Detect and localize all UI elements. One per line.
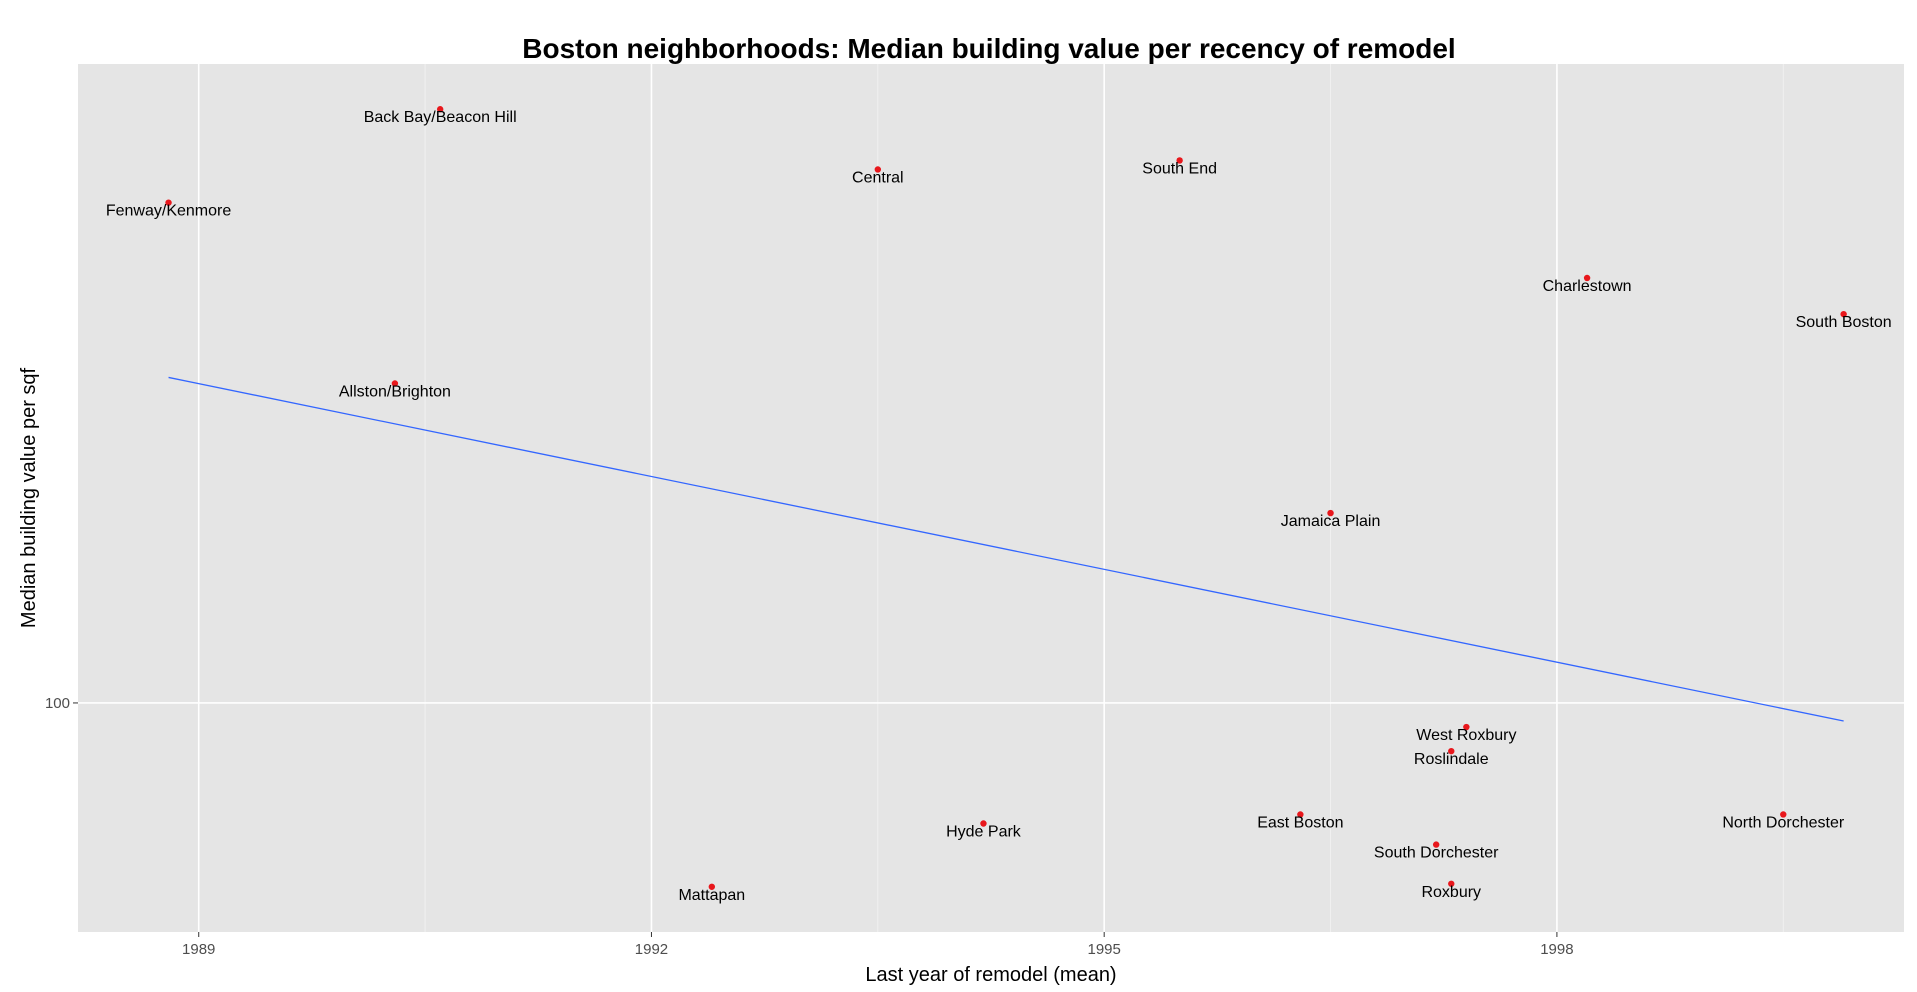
point-label: Charlestown — [1543, 278, 1632, 295]
point-label: Allston/Brighton — [339, 383, 451, 400]
data-point — [874, 166, 882, 173]
point-label: North Dorchester — [1722, 814, 1844, 831]
point-label: West Roxbury — [1416, 727, 1516, 744]
point-label: Roslindale — [1414, 751, 1489, 768]
trend-line — [168, 376, 1844, 722]
y-axis-ticks: 100 — [45, 695, 78, 712]
data-points — [165, 106, 1847, 890]
data-point — [165, 199, 172, 206]
y-tick-label: 100 — [45, 695, 70, 712]
x-tick-label: 1989 — [182, 941, 215, 958]
y-axis-title: Median building value per sqf — [18, 367, 40, 628]
point-label: Roxbury — [1421, 884, 1481, 901]
point-label: East Boston — [1257, 814, 1343, 831]
data-point — [391, 380, 399, 387]
point-label: South Dorchester — [1374, 845, 1499, 862]
chart-title: Boston neighborhoods: Median building va… — [522, 33, 1455, 64]
x-tick-label: 1995 — [1087, 941, 1120, 958]
data-point — [1583, 274, 1591, 282]
x-tick-label: 1992 — [635, 941, 668, 958]
data-point — [1432, 841, 1440, 848]
data-point — [1327, 509, 1334, 517]
point-label: Back Bay/Beacon Hill — [364, 109, 517, 126]
point-labels: Back Bay/Beacon Hill Fenway/Kenmore Centra… — [106, 109, 1892, 904]
major-gridlines — [78, 64, 1904, 932]
trend-line-group — [168, 376, 1844, 722]
x-tick-label: 1998 — [1540, 941, 1573, 958]
data-point — [1448, 747, 1455, 755]
data-point — [1463, 723, 1470, 731]
point-label: South End — [1142, 160, 1217, 177]
data-point — [1840, 310, 1847, 318]
data-point — [436, 106, 444, 113]
data-point — [1297, 811, 1304, 818]
plot-panel — [78, 64, 1904, 932]
minor-gridlines — [424, 64, 1784, 932]
data-point — [1780, 811, 1787, 818]
point-label: South Boston — [1796, 314, 1892, 331]
data-point — [1176, 157, 1183, 164]
data-point — [980, 820, 987, 827]
data-point — [1448, 880, 1455, 887]
point-label: Hyde Park — [946, 824, 1022, 841]
data-point — [708, 883, 716, 890]
point-label: Mattapan — [678, 887, 745, 904]
point-label: Central — [852, 169, 904, 186]
point-label: Fenway/Kenmore — [106, 203, 231, 220]
x-axis-title: Last year of remodel (mean) — [865, 964, 1116, 986]
point-label: Jamaica Plain — [1281, 513, 1381, 530]
x-axis-ticks: 1989 1992 1995 1998 — [182, 932, 1574, 958]
